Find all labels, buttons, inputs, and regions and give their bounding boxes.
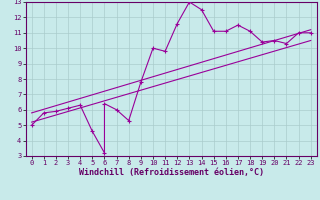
X-axis label: Windchill (Refroidissement éolien,°C): Windchill (Refroidissement éolien,°C) bbox=[79, 168, 264, 177]
